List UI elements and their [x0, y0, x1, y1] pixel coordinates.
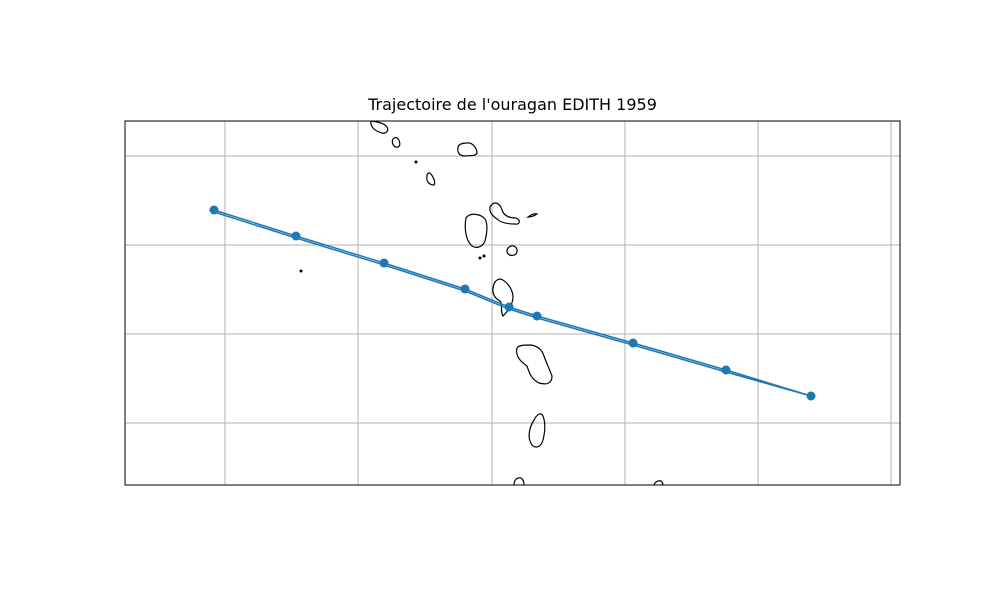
track-point [628, 338, 638, 348]
island-coastline [464, 213, 488, 248]
islet [482, 254, 486, 258]
island-coastline [457, 142, 478, 157]
islet [299, 269, 303, 273]
map-title: Trajectoire de l'ouragan EDITH 1959 [368, 95, 657, 114]
hurricane-track [209, 205, 816, 401]
track-point [504, 302, 514, 312]
island-coastline [526, 213, 539, 218]
track-point [806, 391, 816, 401]
island-coastline [489, 202, 520, 225]
island-coastline [391, 136, 401, 148]
map-frame [124, 120, 901, 486]
island-coastline [370, 121, 389, 134]
island-coastline [426, 172, 436, 186]
map-background [125, 121, 900, 485]
gridlines [125, 121, 900, 485]
track-point [379, 258, 389, 268]
island-coastline [506, 245, 518, 257]
track-point [721, 365, 731, 375]
island-coastline [516, 344, 553, 385]
islet [414, 160, 418, 164]
track-point [291, 231, 301, 241]
island-coastline [513, 477, 525, 485]
track-point [460, 284, 470, 294]
islet [478, 256, 482, 260]
track-point [209, 205, 219, 215]
track-point [532, 311, 542, 321]
island-coastline [528, 413, 546, 448]
